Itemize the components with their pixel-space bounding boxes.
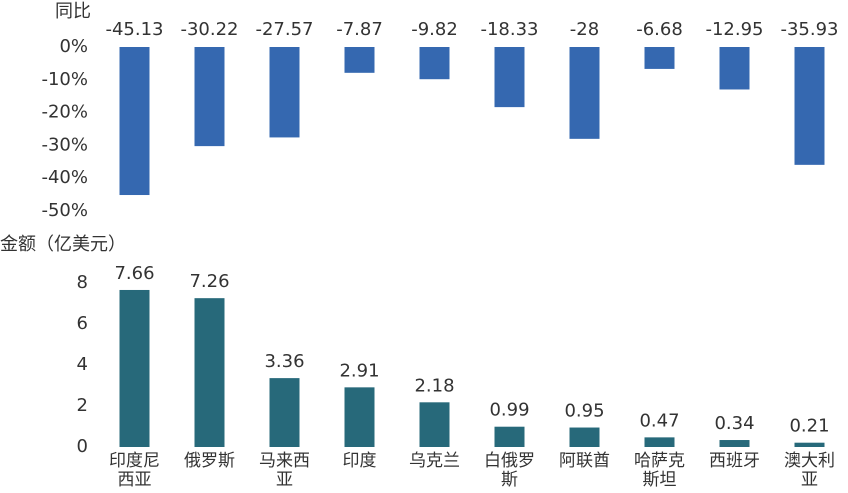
data-label: -9.82 [411, 19, 458, 40]
data-label: 0.95 [564, 401, 604, 422]
x-tick-label: 澳大利亚 [784, 451, 835, 490]
data-label: -6.68 [636, 19, 683, 40]
x-tick-label: 白俄罗斯 [484, 451, 535, 490]
bar [119, 47, 150, 196]
x-tick-label: 阿联酋 [559, 451, 610, 471]
y-tick-label: -10% [41, 69, 88, 90]
data-label: 7.26 [189, 271, 229, 292]
bar [719, 47, 750, 90]
bar [794, 47, 825, 165]
data-label: -7.87 [336, 19, 383, 40]
bar [269, 47, 300, 138]
y-tick-label: -40% [41, 167, 88, 188]
data-label: -27.57 [255, 19, 313, 40]
data-label: 0.99 [489, 400, 529, 421]
bar [644, 437, 675, 447]
bar [194, 298, 225, 447]
data-label: -45.13 [105, 19, 163, 40]
x-tick-label: 西班牙 [709, 451, 760, 471]
x-tick-label: 乌克兰 [409, 451, 460, 471]
bar [569, 47, 600, 139]
x-tick-label: 俄罗斯 [184, 451, 235, 471]
y-axis-label: 同比 [55, 1, 91, 22]
x-tick-label: 印度尼西亚 [109, 451, 160, 490]
y-tick-label: 0 [77, 436, 88, 457]
data-label: 3.36 [264, 351, 304, 372]
bar [494, 47, 525, 108]
bar [419, 402, 450, 447]
y-tick-label: -30% [41, 134, 88, 155]
data-label: 0.21 [789, 416, 829, 437]
y-tick-label: 4 [77, 354, 88, 375]
data-label: -30.22 [180, 19, 238, 40]
y-tick-label: -50% [41, 200, 88, 221]
y-tick-label: -20% [41, 102, 88, 123]
bar [119, 289, 150, 447]
bar [419, 47, 450, 80]
data-label: -18.33 [480, 19, 538, 40]
data-label: 2.91 [339, 360, 379, 381]
y-axis-label: 金额（亿美元） [0, 234, 126, 255]
data-label: 0.34 [714, 413, 754, 434]
bar [494, 426, 525, 447]
data-label: -28 [570, 19, 599, 40]
x-tick-label: 哈萨克斯坦 [634, 451, 685, 490]
bar [794, 442, 825, 447]
bar [344, 387, 375, 447]
data-label: 7.66 [114, 263, 154, 284]
data-label: -12.95 [705, 19, 763, 40]
bar [344, 47, 375, 73]
bar [719, 440, 750, 447]
y-tick-label: 8 [77, 272, 88, 293]
data-label: -35.93 [780, 19, 838, 40]
bar [569, 427, 600, 447]
y-tick-label: 2 [77, 395, 88, 416]
bar [269, 378, 300, 447]
x-tick-label: 印度 [342, 451, 377, 471]
y-tick-label: 6 [77, 313, 88, 334]
bar [194, 47, 225, 147]
bar [644, 47, 675, 69]
data-label: 0.47 [639, 410, 679, 431]
y-tick-label: 0% [59, 36, 88, 57]
x-tick-label: 马来西亚 [259, 451, 310, 490]
data-label: 2.18 [414, 375, 454, 396]
